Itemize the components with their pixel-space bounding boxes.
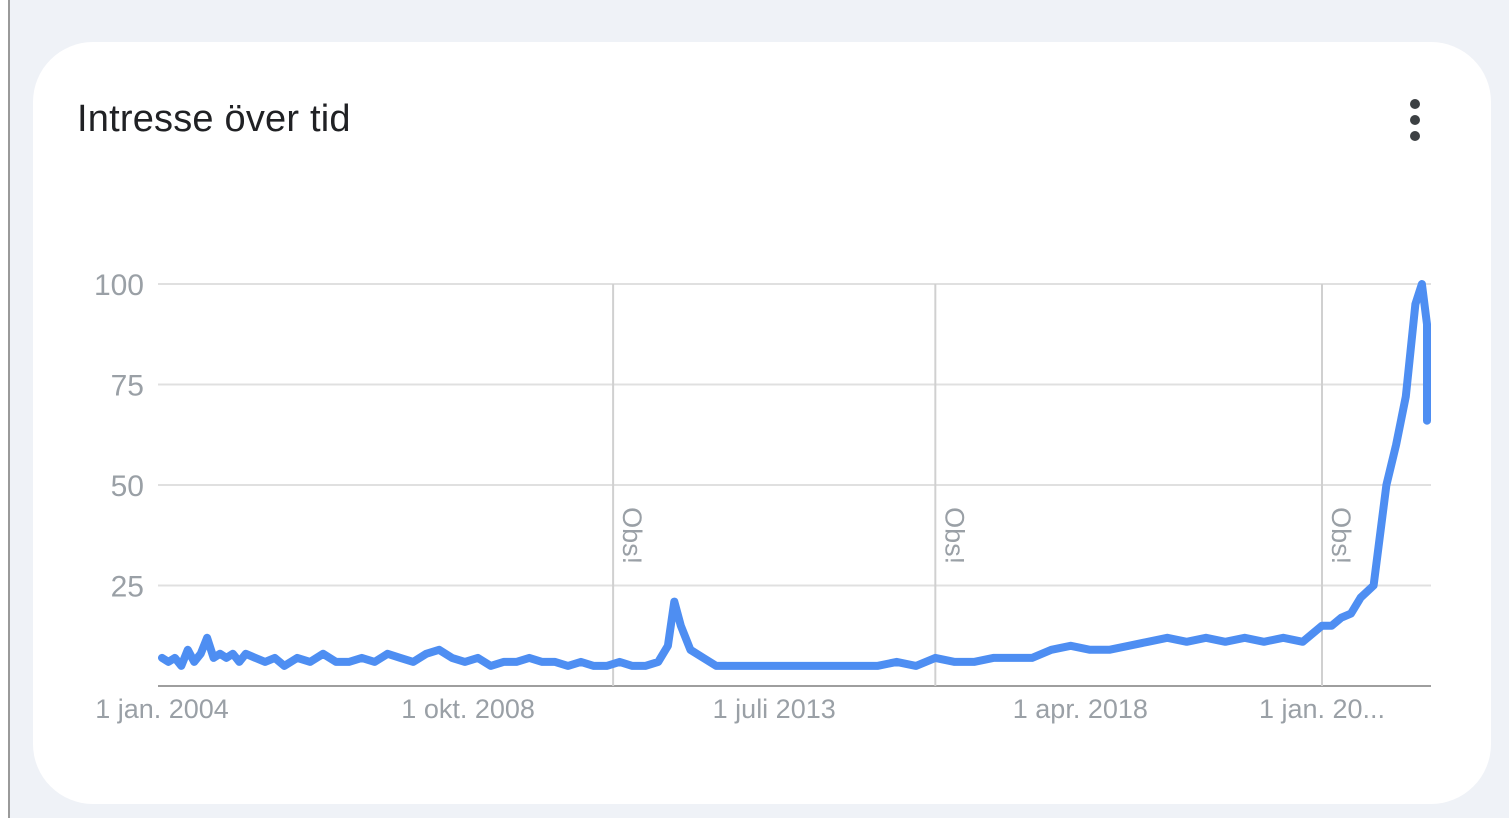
y-tick-label: 50 bbox=[111, 470, 144, 503]
more-dot bbox=[1410, 99, 1420, 109]
annotation-label: Obs! bbox=[939, 507, 969, 564]
x-tick-label: 1 okt. 2008 bbox=[401, 694, 535, 724]
chart-card bbox=[33, 42, 1491, 804]
x-tick-label: 1 juli 2013 bbox=[713, 694, 836, 724]
annotation-label: Obs! bbox=[617, 507, 647, 564]
x-tick-label: 1 apr. 2018 bbox=[1013, 694, 1148, 724]
x-tick-label: 1 jan. 2004 bbox=[95, 694, 229, 724]
more-vert-icon[interactable] bbox=[1396, 92, 1434, 148]
more-dot bbox=[1410, 115, 1420, 125]
card-title: Intresse över tid bbox=[77, 98, 351, 140]
window-edge bbox=[0, 0, 10, 818]
more-dot bbox=[1410, 131, 1420, 141]
annotation-label: Obs! bbox=[1326, 507, 1356, 564]
y-tick-label: 25 bbox=[111, 571, 144, 604]
y-tick-label: 75 bbox=[111, 370, 144, 403]
x-tick-label: 1 jan. 20... bbox=[1259, 694, 1385, 724]
series-line bbox=[158, 280, 1431, 670]
y-tick-label: 100 bbox=[94, 269, 144, 302]
